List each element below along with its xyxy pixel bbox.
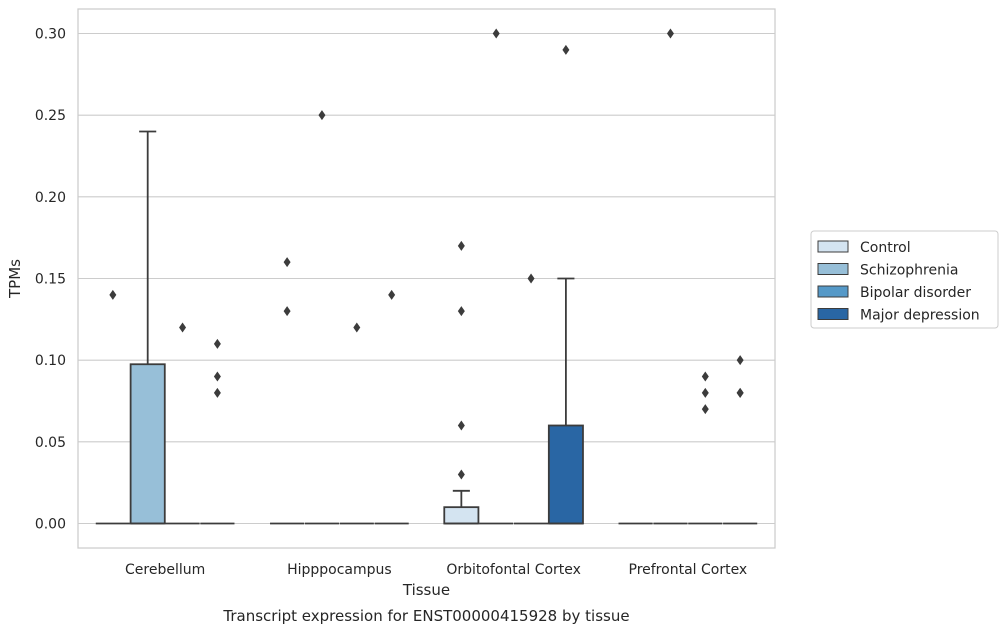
outlier-point — [179, 322, 187, 333]
outlier-point — [283, 306, 291, 317]
box-body — [443, 506, 480, 525]
outlier-point — [527, 273, 535, 284]
y-tick-label: 0.15 — [35, 272, 66, 288]
outlier-point — [283, 257, 291, 268]
box-body — [129, 363, 166, 525]
x-tick-label: Hipppocampus — [287, 562, 392, 578]
y-tick-label: 0.00 — [35, 517, 66, 533]
outlier-point — [213, 387, 221, 398]
y-tick-label: 0.25 — [35, 108, 66, 124]
outlier-point — [701, 387, 709, 398]
chart-caption: Transcript expression for ENST0000041592… — [222, 607, 629, 625]
outlier-point — [701, 404, 709, 415]
y-tick-labels: 0.00 0.05 0.10 0.15 0.20 0.25 0.30 — [35, 27, 66, 533]
x-axis-label: Tissue — [402, 581, 450, 599]
y-tick-label: 0.10 — [35, 353, 66, 369]
y-tick-label: 0.20 — [35, 190, 66, 206]
legend-swatch — [817, 308, 849, 320]
outlier-point — [666, 28, 674, 39]
legend: Control Schizophrenia Bipolar disorder Majo… — [810, 230, 999, 329]
x-tick-label: Orbitofontal Cortex — [446, 562, 581, 578]
outlier-point — [701, 371, 709, 382]
outlier-point — [318, 110, 326, 121]
box-body — [547, 424, 584, 525]
box-0-1 — [129, 130, 166, 525]
outlier-point — [213, 371, 221, 382]
outlier-point — [109, 289, 117, 300]
legend-label: Bipolar disorder — [860, 285, 971, 301]
y-tick-label: 0.30 — [35, 27, 66, 43]
outlier-point — [457, 420, 465, 431]
legend-swatch — [817, 240, 849, 253]
outlier-point — [353, 322, 361, 333]
x-tick-label: Prefrontal Cortex — [629, 562, 748, 578]
box-2-0 — [443, 489, 480, 525]
outlier-point — [457, 240, 465, 251]
outlier-points — [109, 28, 744, 480]
outlier-point — [213, 338, 221, 349]
box-series — [95, 130, 758, 525]
outlier-point — [736, 387, 744, 398]
x-tick-labels: Cerebellum Hipppocampus Orbitofontal Corte… — [125, 562, 747, 578]
outlier-point — [736, 355, 744, 366]
outlier-point — [492, 28, 500, 39]
legend-label: Schizophrenia — [860, 263, 958, 279]
legend-frame — [810, 230, 999, 329]
grid-lines — [78, 32, 775, 525]
legend-label: Major depression — [860, 308, 980, 324]
outlier-point — [457, 306, 465, 317]
plot-frame — [77, 8, 776, 549]
y-axis-label: TPMs — [6, 259, 24, 299]
box-2-3 — [547, 277, 584, 525]
x-tick-label: Cerebellum — [125, 562, 205, 578]
y-tick-label: 0.05 — [35, 435, 66, 451]
outlier-point — [562, 44, 570, 55]
legend-swatch — [817, 263, 849, 275]
legend-swatch — [817, 285, 849, 298]
outlier-point — [388, 289, 396, 300]
outlier-point — [457, 469, 465, 480]
legend-label: Control — [860, 240, 911, 256]
